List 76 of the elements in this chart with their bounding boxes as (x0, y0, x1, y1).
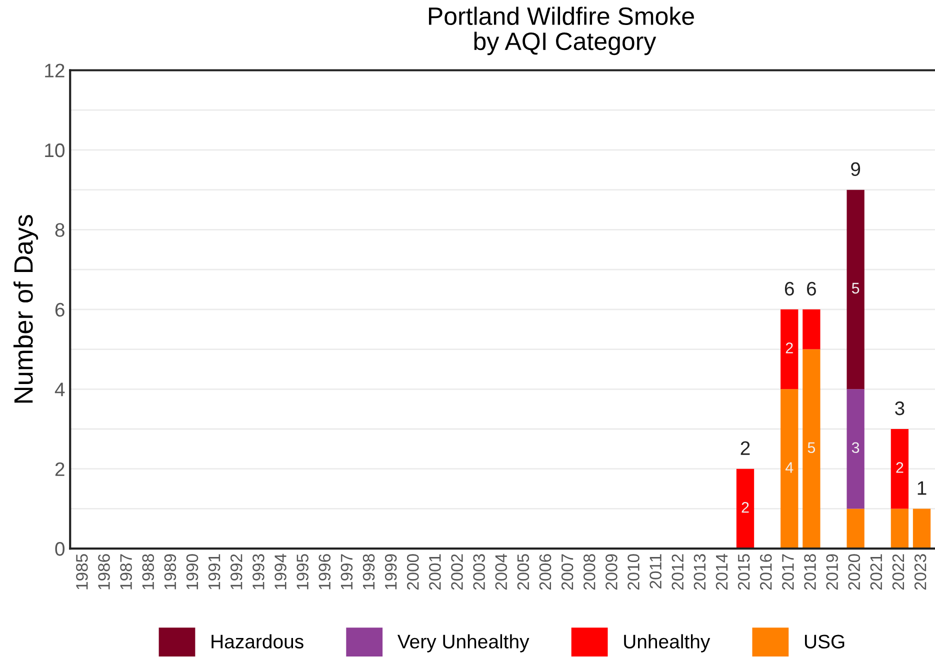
bar (846, 190, 864, 390)
legend-label: USG (804, 634, 844, 648)
y-tick-label: 0 (55, 542, 65, 556)
x-tick-label: 2001 (429, 554, 441, 590)
x-tick-label: 2009 (606, 554, 618, 590)
x-tick-label: 1986 (98, 554, 110, 590)
x-tick-label: 2015 (738, 554, 750, 590)
x-tick-label: 2020 (848, 554, 860, 590)
x-tick-label: 2002 (451, 554, 463, 590)
legend-label: Hazardous (212, 634, 304, 648)
chart-title: Portland Wildfire Smoke by AQI Category (428, 6, 694, 56)
x-tick-label: 2005 (517, 554, 530, 590)
y-tick-label: 2 (55, 462, 64, 476)
x-tick-label: 2007 (561, 554, 574, 590)
x-tick-label: 1991 (208, 554, 220, 590)
data-label: 2 (742, 502, 749, 513)
x-tick-label: 2013 (694, 554, 706, 590)
bar (802, 349, 820, 549)
x-tick-label: 1988 (142, 554, 154, 590)
x-tick-label: 2003 (473, 554, 485, 590)
total-label: 6 (807, 282, 816, 296)
data-label: 2 (896, 462, 904, 473)
total-label: 9 (851, 162, 860, 176)
x-tick-label: 1985 (76, 554, 88, 590)
x-tick-label: 2021 (870, 554, 882, 590)
x-tick-label: 1990 (186, 554, 198, 590)
x-tick-label: 1998 (362, 554, 375, 590)
y-axis-title: Number of Days (13, 215, 38, 403)
x-tick-label: 1987 (120, 554, 132, 590)
y-tick-label: 10 (45, 143, 65, 158)
bar (846, 508, 864, 549)
x-tick-label: 2000 (406, 554, 419, 590)
x-tick-label: 2011 (650, 554, 662, 588)
x-tick-label: 2016 (760, 554, 772, 590)
x-tick-label: 2019 (826, 554, 838, 590)
data-label: 5 (852, 282, 860, 294)
x-tick-label: 2008 (583, 554, 596, 590)
x-tick-label: 1994 (274, 554, 286, 590)
bar (802, 309, 820, 350)
bar (780, 309, 798, 390)
data-label: 3 (852, 442, 860, 454)
x-tick-label: 2004 (495, 554, 508, 590)
total-label: 2 (740, 441, 750, 455)
x-tick-label: 2014 (716, 554, 728, 590)
x-tick-label: 1999 (384, 554, 397, 590)
x-tick-label: 1993 (252, 554, 264, 590)
data-label: 4 (785, 462, 794, 473)
x-tick-label: 1995 (296, 554, 308, 590)
x-tick-label: 2022 (892, 554, 904, 590)
bar (846, 389, 864, 509)
data-label: 5 (808, 442, 816, 454)
x-tick-label: 2017 (782, 554, 794, 590)
y-tick-label: 4 (54, 382, 65, 396)
total-label: 3 (895, 401, 904, 416)
bar (780, 389, 798, 549)
legend-label: Very Unhealthy (397, 634, 530, 652)
y-tick-label: 8 (55, 223, 64, 237)
total-label: 6 (784, 282, 794, 296)
bar (912, 508, 931, 549)
legend-label: Unhealthy (624, 634, 710, 652)
x-tick-label: 2010 (628, 554, 640, 590)
x-tick-label: 1997 (340, 554, 353, 590)
bar (736, 468, 754, 549)
x-tick-label: 2023 (914, 554, 926, 590)
x-tick-label: 1989 (164, 554, 176, 590)
x-tick-label: 2018 (804, 554, 816, 590)
x-tick-label: 2012 (672, 554, 684, 590)
y-tick-label: 6 (55, 302, 64, 317)
data-label: 2 (786, 342, 793, 354)
y-tick-label: 12 (45, 64, 64, 78)
x-tick-label: 2006 (539, 554, 552, 590)
x-tick-label: 1996 (318, 554, 331, 590)
x-tick-label: 1992 (230, 554, 242, 590)
bar (890, 428, 909, 509)
total-label: 1 (918, 481, 926, 495)
bar (890, 508, 909, 549)
